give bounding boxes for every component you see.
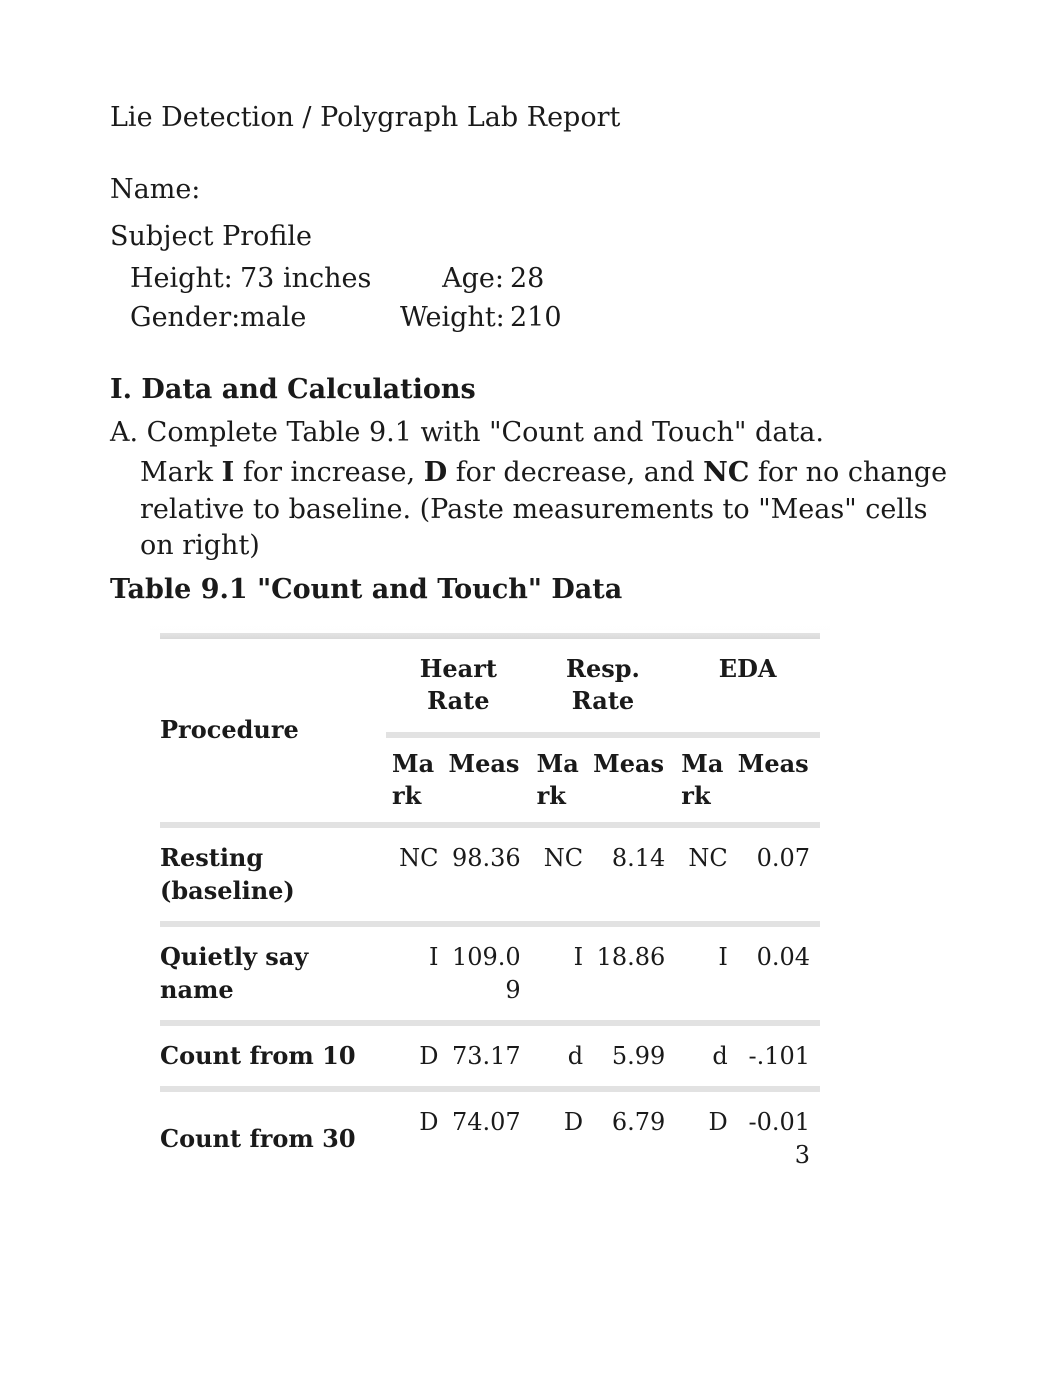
meas-cell: 74.07 — [443, 1089, 531, 1185]
mark-cell: NC — [386, 825, 443, 924]
meas-cell: 5.99 — [587, 1023, 675, 1089]
gender-value: male — [240, 300, 400, 336]
mark-cell: I — [386, 924, 443, 1023]
meas-cell: 18.86 — [587, 924, 675, 1023]
weight-value: 210 — [510, 300, 590, 336]
proc-cell: Resting (baseline) — [160, 825, 386, 924]
mark-cell: D — [531, 1089, 588, 1185]
subject-profile-grid: Height: 73 inches Age: 28 Gender: male W… — [130, 261, 952, 336]
document-title: Lie Detection / Polygraph Lab Report — [110, 100, 952, 136]
gender-label: Gender: — [130, 300, 240, 336]
detail-text: for increase, — [234, 457, 423, 488]
table-9-1-wrap: Procedure Heart Rate Resp. Rate EDA Mark… — [160, 633, 820, 1185]
mark-cell: D — [386, 1089, 443, 1185]
subcol-mark: Mark — [531, 735, 588, 826]
proc-cell: Count from 30 — [160, 1089, 386, 1185]
table-row: Count from 30 D 74.07 D 6.79 D -0.013 — [160, 1089, 820, 1185]
col-resp-rate: Resp. Rate — [531, 636, 676, 735]
section-1a-intro: A. Complete Table 9.1 with "Count and To… — [110, 415, 952, 451]
weight-label: Weight: — [400, 300, 510, 336]
proc-cell: Quietly say name — [160, 924, 386, 1023]
name-label: Name: — [110, 172, 952, 208]
mark-cell: I — [675, 924, 732, 1023]
subcol-meas: Meas — [732, 735, 820, 826]
col-heart-rate: Heart Rate — [386, 636, 531, 735]
table-row: Resting (baseline) NC 98.36 NC 8.14 NC 0… — [160, 825, 820, 924]
meas-cell: 8.14 — [587, 825, 675, 924]
mark-d-bold: D — [424, 457, 447, 488]
mark-nc-bold: NC — [703, 457, 749, 488]
col-eda: EDA — [675, 636, 820, 735]
table-9-1: Procedure Heart Rate Resp. Rate EDA Mark… — [160, 633, 820, 1185]
mark-cell: D — [386, 1023, 443, 1089]
subject-profile-heading: Subject Profile — [110, 219, 952, 255]
height-value: 73 inches — [240, 261, 400, 297]
meas-cell: 109.09 — [443, 924, 531, 1023]
age-label: Age: — [400, 261, 510, 297]
section-1-heading: I. Data and Calculations — [110, 372, 952, 408]
meas-cell: 0.04 — [732, 924, 820, 1023]
mark-cell: D — [675, 1089, 732, 1185]
subcol-meas: Meas — [443, 735, 531, 826]
mark-cell: NC — [675, 825, 732, 924]
col-procedure: Procedure — [160, 636, 386, 826]
mark-cell: d — [531, 1023, 588, 1089]
meas-cell: 6.79 — [587, 1089, 675, 1185]
age-value: 28 — [510, 261, 590, 297]
mark-cell: d — [675, 1023, 732, 1089]
meas-cell: 98.36 — [443, 825, 531, 924]
table-row: Quietly say name I 109.09 I 18.86 I 0.04 — [160, 924, 820, 1023]
mark-i-bold: I — [222, 457, 235, 488]
subcol-mark: Mark — [675, 735, 732, 826]
meas-cell: 0.07 — [732, 825, 820, 924]
mark-cell: I — [531, 924, 588, 1023]
subcol-meas: Meas — [587, 735, 675, 826]
meas-cell: -0.013 — [732, 1089, 820, 1185]
detail-text: for decrease, and — [447, 457, 703, 488]
height-label: Height: — [130, 261, 240, 297]
meas-cell: 73.17 — [443, 1023, 531, 1089]
subcol-mark: Mark — [386, 735, 443, 826]
section-1a-detail: Mark I for increase, D for decrease, and… — [140, 455, 952, 564]
table-9-1-title: Table 9.1 "Count and Touch" Data — [110, 572, 952, 608]
mark-cell: NC — [531, 825, 588, 924]
meas-cell: -.101 — [732, 1023, 820, 1089]
detail-text: Mark — [140, 457, 222, 488]
table-row: Count from 10 D 73.17 d 5.99 d -.101 — [160, 1023, 820, 1089]
proc-cell: Count from 10 — [160, 1023, 386, 1089]
